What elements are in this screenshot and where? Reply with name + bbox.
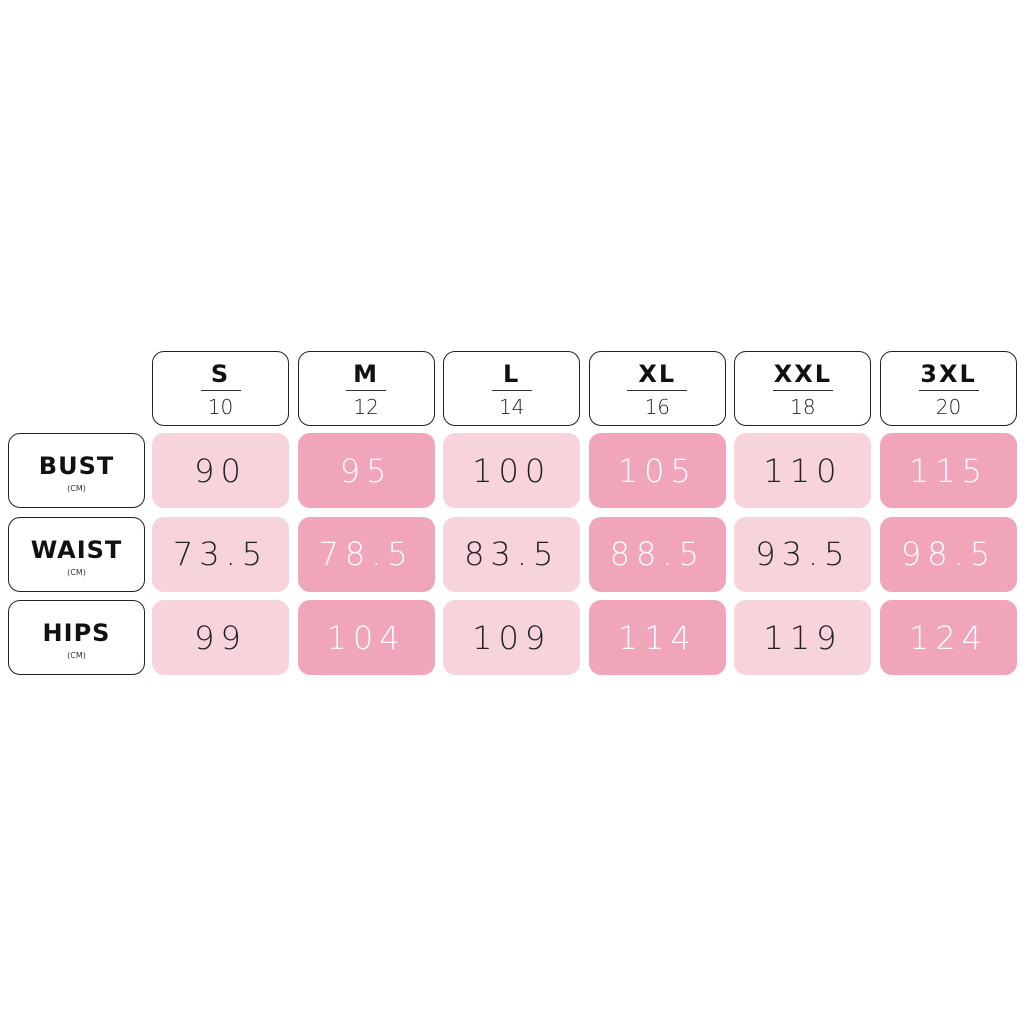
measurement-cell: 119	[734, 600, 872, 675]
measurement-cell: 73.5	[152, 516, 289, 592]
measurement-cell: 99	[152, 600, 289, 675]
size-label: M	[353, 360, 380, 388]
divider	[627, 390, 688, 391]
measurement-cell: 115	[880, 433, 1017, 508]
measurement-cell: 78.5	[297, 516, 435, 592]
size-label: XL	[638, 360, 677, 388]
size-header: S 10	[152, 351, 289, 426]
measurement-cell: 104	[297, 600, 435, 675]
size-header: M 12	[297, 351, 435, 426]
row-header: WAIST (CM)	[8, 516, 145, 592]
measurement-cell: 109	[443, 600, 581, 675]
size-number: 10	[207, 395, 234, 419]
measurement-cell: 114	[588, 600, 726, 675]
measurement-cell: 83.5	[443, 516, 581, 592]
size-number: 12	[353, 395, 379, 419]
measurement-cell: 98.5	[880, 516, 1017, 592]
row-unit: (CM)	[67, 567, 86, 577]
row-label: WAIST	[30, 535, 123, 564]
measurement-cell: 88.5	[588, 516, 726, 592]
size-header: XXL 18	[734, 351, 872, 426]
row-label: BUST	[38, 452, 115, 480]
size-number: 20	[935, 395, 962, 419]
divider	[491, 390, 532, 391]
row-unit: (CM)	[67, 484, 86, 493]
measurement-cell: 110	[734, 433, 872, 508]
measurement-cell: 105	[588, 433, 726, 508]
divider	[200, 390, 241, 391]
measurement-cell: 90	[152, 433, 289, 508]
measurement-cell: 93.5	[734, 516, 872, 592]
divider	[772, 390, 833, 391]
size-label: L	[503, 360, 521, 388]
size-label: 3XL	[920, 360, 977, 388]
measurement-cell: 124	[880, 600, 1017, 675]
divider	[918, 390, 979, 391]
measurement-cell: 95	[297, 433, 435, 508]
size-number: 16	[644, 395, 671, 419]
row-unit: (CM)	[67, 651, 86, 660]
measurement-cell: 100	[443, 433, 581, 508]
size-number: 14	[498, 395, 525, 419]
row-label: HIPS	[42, 619, 111, 647]
size-header: 3XL 20	[880, 351, 1017, 426]
size-label: S	[210, 360, 231, 388]
row-header: HIPS (CM)	[8, 600, 145, 675]
divider	[346, 390, 387, 391]
size-header: XL 16	[588, 351, 726, 426]
size-label: XXL	[773, 360, 833, 388]
size-header: L 14	[443, 351, 581, 426]
size-number: 18	[790, 395, 816, 419]
row-header: BUST (CM)	[8, 433, 145, 508]
